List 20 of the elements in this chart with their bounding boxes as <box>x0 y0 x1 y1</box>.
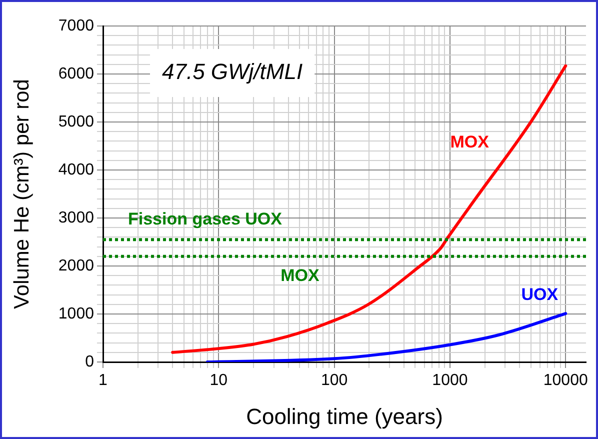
y-tick-label: 7000 <box>58 17 94 34</box>
x-tick-label: 1 <box>98 372 108 390</box>
ref-line-label: Fission gases UOX <box>128 209 283 228</box>
x-tick-label: 1000 <box>432 372 468 390</box>
series-label: UOX <box>521 285 559 304</box>
y-tick-label: 6000 <box>58 65 94 82</box>
x-axis-title: Cooling time (years) <box>246 404 443 429</box>
x-tick-label: 10000 <box>543 372 588 390</box>
annotation: 47.5 GWj/tMLI <box>162 59 303 84</box>
y-tick-label: 0 <box>85 353 94 370</box>
y-axis-title: Volume He (cm³) per rod <box>10 79 34 309</box>
y-tick-label: 1000 <box>58 305 94 322</box>
x-tick-label: 10 <box>210 372 228 390</box>
series-label: MOX <box>450 132 490 152</box>
y-tick-label: 2000 <box>58 257 94 274</box>
y-tick-label: 4000 <box>58 161 94 178</box>
y-tick-label: 3000 <box>58 209 94 226</box>
ref-line-label: MOX <box>280 266 320 286</box>
x-tick-label: 100 <box>320 372 348 390</box>
y-tick-label: 5000 <box>58 113 94 130</box>
